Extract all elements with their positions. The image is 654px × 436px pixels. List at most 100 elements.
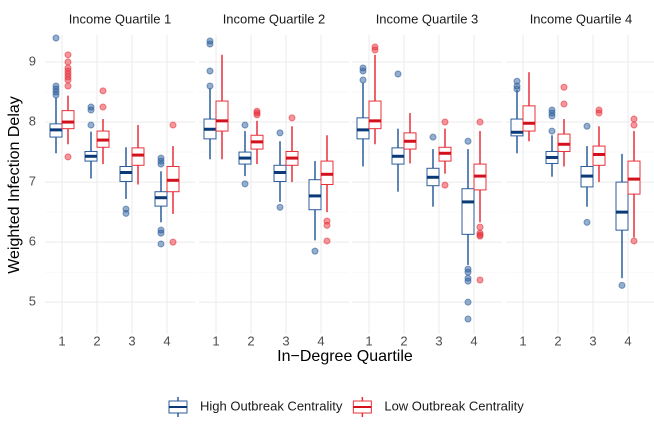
outlier bbox=[476, 223, 484, 231]
x-tick-label: 4 bbox=[163, 333, 170, 348]
box bbox=[368, 100, 382, 130]
outlier bbox=[476, 118, 484, 126]
facet-title: Income Quartile 3 bbox=[376, 11, 479, 26]
outlier bbox=[464, 315, 472, 323]
x-tick-label: 2 bbox=[554, 333, 561, 348]
x-tick-label: 2 bbox=[93, 333, 100, 348]
x-tick-label: 1 bbox=[212, 333, 219, 348]
x-tick-label: 3 bbox=[435, 333, 442, 348]
outlier bbox=[548, 106, 556, 114]
outlier bbox=[276, 129, 284, 137]
outlier bbox=[476, 276, 484, 284]
outlier bbox=[560, 100, 568, 108]
outlier bbox=[583, 122, 591, 130]
outlier bbox=[157, 154, 165, 162]
box bbox=[356, 117, 370, 140]
outlier bbox=[630, 121, 638, 129]
outlier bbox=[630, 237, 638, 245]
outlier bbox=[87, 103, 95, 111]
x-tick-label: 3 bbox=[128, 333, 135, 348]
outlier bbox=[64, 64, 72, 72]
legend-item: Low Outbreak Centrality bbox=[352, 397, 524, 417]
outlier bbox=[560, 83, 568, 91]
outlier bbox=[157, 229, 165, 237]
facet-title: Income Quartile 4 bbox=[530, 11, 633, 26]
facet-title: Income Quartile 1 bbox=[69, 11, 172, 26]
outlier bbox=[323, 237, 331, 245]
box bbox=[461, 188, 475, 235]
facet-title: Income Quartile 2 bbox=[223, 11, 326, 26]
outlier bbox=[64, 153, 72, 161]
x-tick-label: 3 bbox=[589, 333, 596, 348]
box bbox=[61, 110, 75, 130]
outlier bbox=[323, 221, 331, 229]
outlier bbox=[169, 121, 177, 129]
outlier bbox=[64, 82, 72, 90]
outlier bbox=[476, 232, 484, 240]
legend-item: High Outbreak Centrality bbox=[168, 397, 343, 417]
box bbox=[557, 133, 571, 152]
outlier bbox=[52, 34, 60, 42]
x-tick-label: 1 bbox=[365, 333, 372, 348]
box bbox=[627, 160, 641, 195]
outlier bbox=[359, 76, 367, 84]
outlier bbox=[64, 51, 72, 59]
box bbox=[522, 105, 536, 132]
outlier bbox=[583, 218, 591, 226]
outlier bbox=[464, 298, 472, 306]
y-tick-label: 7 bbox=[29, 174, 36, 189]
outlier bbox=[87, 121, 95, 129]
outlier bbox=[429, 133, 437, 141]
outlier bbox=[630, 115, 638, 123]
legend-label: Low Outbreak Centrality bbox=[384, 398, 524, 413]
outlier bbox=[464, 277, 472, 285]
box bbox=[215, 100, 229, 132]
outlier bbox=[371, 43, 379, 51]
outlier bbox=[548, 127, 556, 135]
outlier bbox=[241, 180, 249, 188]
outlier bbox=[441, 181, 449, 189]
outlier bbox=[311, 247, 319, 255]
outlier bbox=[241, 121, 249, 129]
x-tick-label: 2 bbox=[247, 333, 254, 348]
outlier bbox=[99, 87, 107, 95]
y-tick-label: 8 bbox=[29, 113, 36, 128]
y-tick-label: 5 bbox=[29, 294, 36, 309]
x-tick-label: 4 bbox=[470, 333, 477, 348]
outlier bbox=[464, 268, 472, 276]
box bbox=[119, 165, 133, 182]
outlier bbox=[618, 281, 626, 289]
box bbox=[320, 160, 334, 185]
box bbox=[131, 147, 145, 166]
y-axis-title: Weighted Infection Delay bbox=[6, 96, 23, 274]
outlier bbox=[288, 114, 296, 122]
outlier bbox=[359, 64, 367, 72]
y-tick-label: 9 bbox=[29, 53, 36, 68]
outlier bbox=[157, 240, 165, 248]
legend-label: High Outbreak Centrality bbox=[200, 398, 343, 413]
outlier bbox=[99, 103, 107, 111]
x-tick-label: 3 bbox=[282, 333, 289, 348]
outlier bbox=[64, 58, 72, 66]
outlier bbox=[206, 37, 214, 45]
outlier bbox=[276, 203, 284, 211]
outlier bbox=[513, 77, 521, 85]
x-axis-title: In−Degree Quartile bbox=[277, 348, 413, 365]
y-tick-label: 6 bbox=[29, 234, 36, 249]
x-tick-label: 2 bbox=[400, 333, 407, 348]
outlier bbox=[169, 238, 177, 246]
x-tick-label: 4 bbox=[317, 333, 324, 348]
outlier bbox=[394, 70, 402, 78]
x-tick-label: 1 bbox=[519, 333, 526, 348]
outlier bbox=[122, 209, 130, 217]
box bbox=[615, 181, 629, 231]
x-tick-label: 4 bbox=[624, 333, 631, 348]
outlier bbox=[52, 82, 60, 90]
outlier bbox=[441, 118, 449, 126]
outlier bbox=[464, 137, 472, 145]
outlier bbox=[206, 67, 214, 75]
outlier bbox=[595, 106, 603, 114]
outlier bbox=[206, 82, 214, 90]
x-tick-label: 1 bbox=[58, 333, 65, 348]
